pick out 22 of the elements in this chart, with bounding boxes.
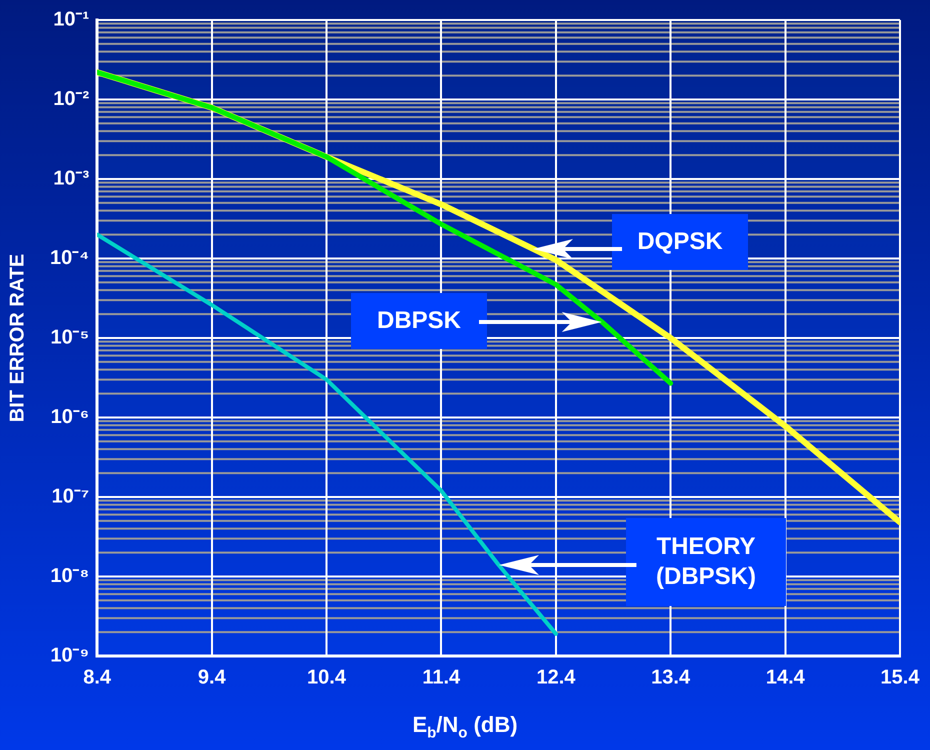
x-tick-label: 13.4: [651, 666, 691, 689]
text: DBPSK: [376, 306, 461, 336]
y-tick-label: 10⁻⁴: [50, 247, 90, 270]
x-axis-title: E$_{b}$/N$_{o}$ (dB): [411, 712, 519, 742]
text: THEORY (DBPSK): [655, 532, 757, 592]
x-tick-label: 15.4: [880, 666, 920, 689]
x-tick-label: 12.4: [536, 666, 576, 689]
x-tick-label: 11.4: [422, 666, 462, 689]
x-tick-label: 8.4: [83, 666, 112, 689]
y-axis-title: BIT ERROR RATE: [6, 254, 29, 422]
text: DQPSK: [637, 227, 723, 257]
y-tick-label: 10⁻⁸: [50, 565, 90, 588]
y-tick-label: 10⁻⁷: [52, 486, 90, 508]
x-tick-label: 9.4: [198, 666, 227, 689]
y-tick-label: 10⁻¹: [53, 8, 90, 31]
y-tick-label: 10⁻²: [53, 88, 90, 110]
y-tick-label: 10⁻⁶: [50, 406, 90, 428]
x-tick-label: 14.4: [766, 666, 806, 689]
y-tick-label: 10⁻⁵: [50, 326, 90, 349]
x-tick-label: 10.4: [307, 666, 347, 689]
y-tick-label: 10⁻⁹: [50, 644, 90, 667]
y-tick-label: 10⁻³: [53, 168, 90, 190]
